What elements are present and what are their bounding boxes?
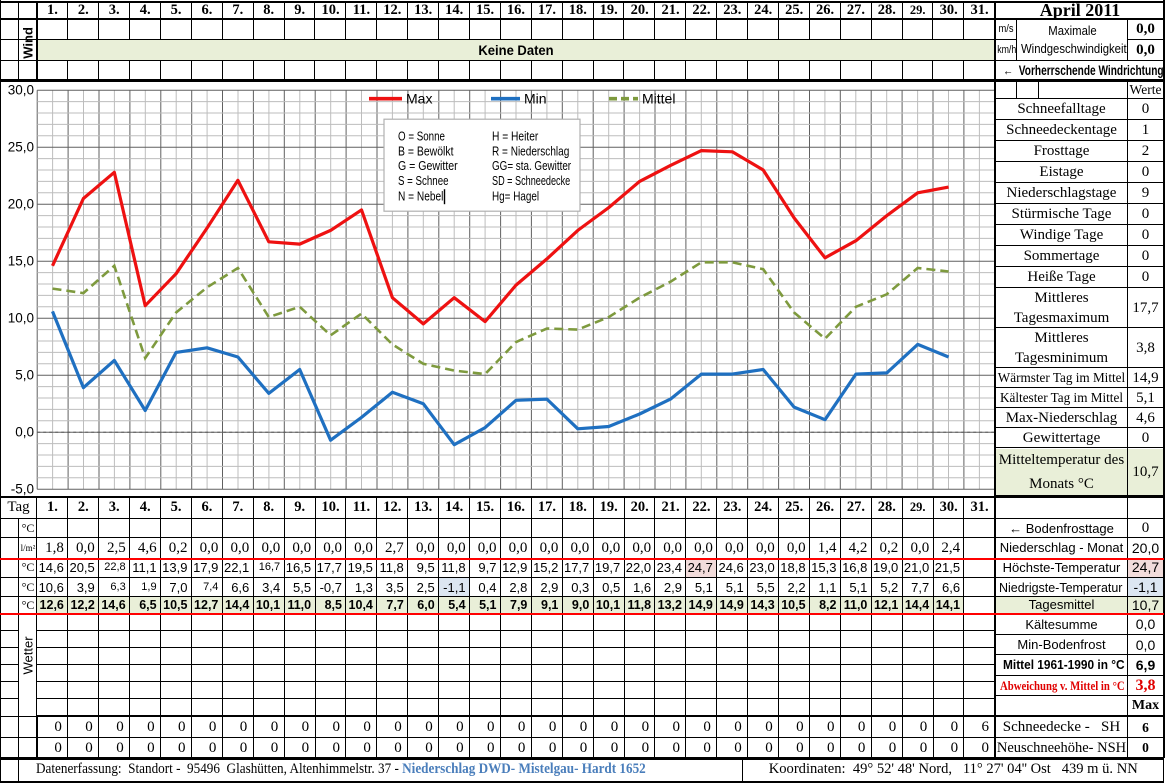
svg-text:H = Heiter: H = Heiter — [492, 128, 539, 143]
svg-text:Mittel: Mittel — [642, 90, 675, 106]
svg-text:O = Sonne: O = Sonne — [398, 128, 445, 143]
svg-text:Max: Max — [406, 90, 432, 106]
svg-text:SD = Schneedecke: SD = Schneedecke — [492, 173, 570, 188]
svg-text:R = Niederschlag: R = Niederschlag — [492, 143, 569, 158]
svg-text:B = Bewölkt: B = Bewölkt — [398, 143, 454, 158]
svg-text:25,0: 25,0 — [8, 139, 34, 154]
svg-text:G = Gewitter: G = Gewitter — [398, 158, 458, 173]
svg-text:15,0: 15,0 — [8, 253, 34, 268]
svg-text:GG= sta. Gewitter: GG= sta. Gewitter — [492, 158, 572, 173]
svg-text:0,0: 0,0 — [15, 424, 34, 439]
svg-text:Min: Min — [524, 90, 547, 106]
svg-text:-5,0: -5,0 — [11, 481, 34, 496]
svg-text:5,0: 5,0 — [15, 367, 34, 382]
svg-text:30,0: 30,0 — [8, 82, 34, 97]
svg-text:Hg= Hagel: Hg= Hagel — [492, 188, 539, 203]
svg-text:20,0: 20,0 — [8, 196, 34, 211]
svg-text:S = Schnee: S = Schnee — [398, 173, 449, 188]
svg-text:N = Nebel: N = Nebel — [398, 188, 443, 203]
svg-text:10,0: 10,0 — [8, 310, 34, 325]
